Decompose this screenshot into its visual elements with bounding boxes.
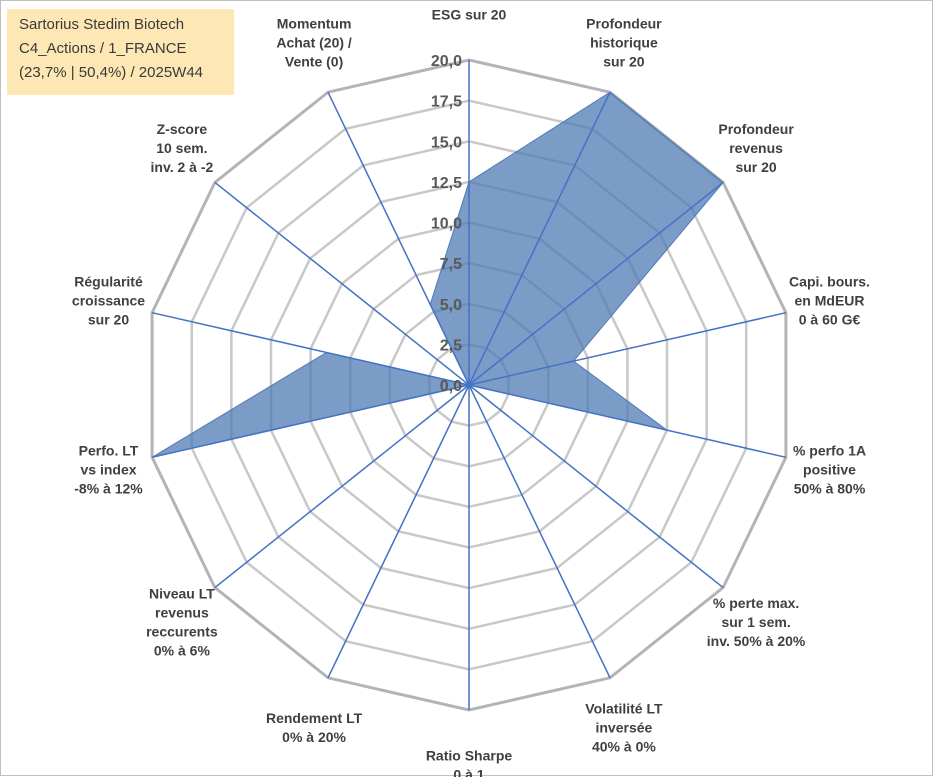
axis-label: % perte max.sur 1 sem.inv. 50% à 20% xyxy=(707,595,806,649)
tick-label: 10,0 xyxy=(431,216,462,233)
radar-tick-labels: 0,0 2,5 5,0 7,5 10,0 12,5 15,0 17,5 20,0 xyxy=(431,53,462,395)
tick-label: 15,0 xyxy=(431,134,462,151)
axis-spoke xyxy=(469,385,610,678)
tick-label: 12,5 xyxy=(431,175,462,192)
tick-label: 17,5 xyxy=(431,94,462,111)
tick-label: 5,0 xyxy=(440,297,462,314)
tick-label: 7,5 xyxy=(440,256,462,273)
chart-title-box: Sartorius Stedim Biotech C4_Actions / 1_… xyxy=(7,9,234,95)
tick-label: 20,0 xyxy=(431,53,462,70)
tick-label: 0,0 xyxy=(440,378,462,395)
axis-label: NoteESG sur 20 xyxy=(432,1,507,23)
chart-title-line-1: Sartorius Stedim Biotech xyxy=(19,13,234,37)
chart-title-line-2: C4_Actions / 1_FRANCE xyxy=(19,37,234,61)
chart-title-line-3: (23,7% | 50,4%) / 2025W44 xyxy=(19,61,234,85)
tick-label: 2,5 xyxy=(440,337,462,354)
axis-spoke xyxy=(328,385,469,678)
